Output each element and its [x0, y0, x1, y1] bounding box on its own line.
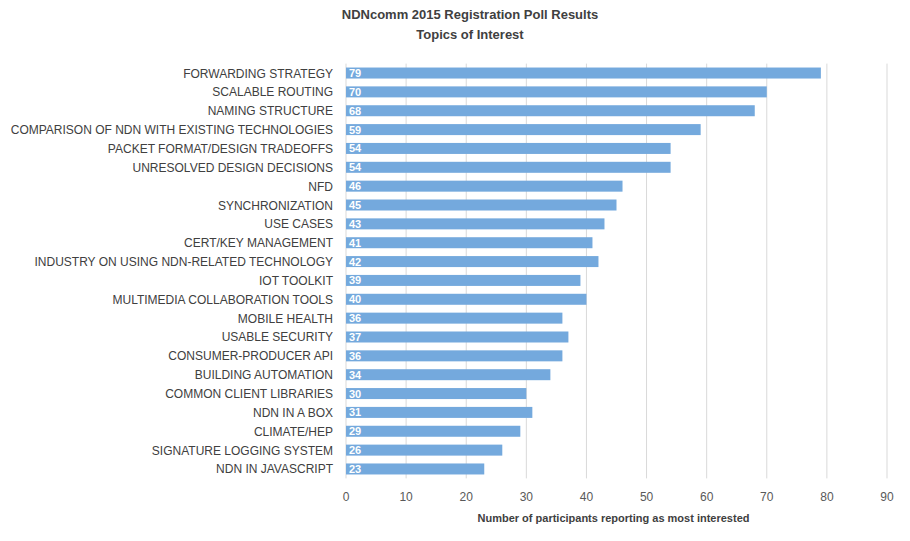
data-label: 36 — [349, 312, 361, 324]
category-label: BUILDING AUTOMATION — [195, 368, 333, 382]
tick-label: 20 — [460, 490, 474, 504]
data-label: 70 — [349, 86, 361, 98]
category-label: FORWARDING STRATEGY — [183, 67, 333, 81]
bar — [346, 275, 580, 286]
bar — [346, 218, 604, 229]
category-label: CONSUMER-PRODUCER API — [168, 349, 333, 363]
data-label: 36 — [349, 350, 361, 362]
data-label: 31 — [349, 406, 361, 418]
data-label: 29 — [349, 425, 361, 437]
data-label: 68 — [349, 105, 361, 117]
bar — [346, 313, 562, 324]
tick-label: 40 — [580, 490, 594, 504]
data-label: 34 — [349, 369, 362, 381]
category-label: MULTIMEDIA COLLABORATION TOOLS — [113, 293, 334, 307]
data-label: 30 — [349, 388, 361, 400]
data-label: 54 — [349, 161, 362, 173]
data-label: 79 — [349, 67, 361, 79]
category-label: INDUSTRY ON USING NDN-RELATED TECHNOLOGY — [35, 255, 334, 269]
grid-line — [826, 64, 827, 479]
tick-label: 10 — [399, 490, 413, 504]
bar — [346, 68, 821, 79]
category-label: NDN IN A BOX — [253, 406, 333, 420]
bar — [346, 407, 532, 418]
grid-line — [706, 64, 707, 479]
bars — [346, 68, 821, 475]
bar — [346, 331, 568, 342]
bar — [346, 256, 598, 267]
category-label: IOT TOOLKIT — [259, 274, 334, 288]
bar — [346, 426, 520, 437]
tick-label: 0 — [343, 490, 350, 504]
category-label: NFD — [308, 180, 333, 194]
bar — [346, 105, 755, 116]
tick-label: 80 — [820, 490, 834, 504]
bar — [346, 143, 671, 154]
data-label: 42 — [349, 256, 361, 268]
bar — [346, 445, 502, 456]
category-label: NDN IN JAVASCRIPT — [216, 462, 334, 476]
tick-label: 50 — [640, 490, 654, 504]
data-label: 40 — [349, 293, 361, 305]
category-label: PACKET FORMAT/DESIGN TRADEOFFS — [108, 142, 333, 156]
data-label: 54 — [349, 142, 362, 154]
tick-label: 70 — [760, 490, 774, 504]
category-label: USABLE SECURITY — [222, 330, 333, 344]
bar — [346, 86, 767, 97]
bar — [346, 181, 623, 192]
category-label: MOBILE HEALTH — [238, 312, 333, 326]
category-label: CLIMATE/HEP — [254, 425, 333, 439]
data-label: 23 — [349, 463, 361, 475]
data-label: 26 — [349, 444, 361, 456]
grid-line — [766, 64, 767, 479]
category-label: CERT/KEY MANAGEMENT — [184, 236, 334, 250]
category-label: UNRESOLVED DESIGN DECISIONS — [133, 161, 333, 175]
bar — [346, 162, 671, 173]
data-label: 43 — [349, 218, 361, 230]
bar — [346, 350, 562, 361]
category-label: SYNCHRONIZATION — [218, 199, 333, 213]
category-label: NAMING STRUCTURE — [208, 104, 333, 118]
bar — [346, 200, 617, 211]
bar — [346, 369, 550, 380]
axis-label: Number of participants reporting as most… — [478, 512, 750, 524]
title: NDNcomm 2015 Registration Poll Results — [342, 7, 598, 22]
grid — [346, 64, 887, 479]
bar — [346, 463, 484, 474]
category-label: COMMON CLIENT LIBRARIES — [165, 387, 333, 401]
subtitle: Topics of Interest — [416, 27, 524, 42]
bar — [346, 294, 586, 305]
category-label: COMPARISON OF NDN WITH EXISTING TECHNOLO… — [11, 123, 333, 137]
data-label: 39 — [349, 274, 361, 286]
chart-root: NDNcomm 2015 Registration Poll Results To… — [0, 0, 910, 541]
category-label: SIGNATURE LOGGING SYSTEM — [152, 444, 333, 458]
data-label: 45 — [349, 199, 361, 211]
data-label: 59 — [349, 124, 361, 136]
category-label: USE CASES — [264, 217, 333, 231]
bar — [346, 124, 701, 135]
tick-label: 30 — [520, 490, 534, 504]
tick-label: 60 — [700, 490, 714, 504]
grid-line — [887, 64, 888, 479]
bar — [346, 237, 592, 248]
category-label: SCALABLE ROUTING — [212, 85, 333, 99]
bar — [346, 388, 526, 399]
tick-label: 90 — [880, 490, 894, 504]
data-label: 41 — [349, 237, 361, 249]
data-label: 46 — [349, 180, 361, 192]
data-label: 37 — [349, 331, 361, 343]
